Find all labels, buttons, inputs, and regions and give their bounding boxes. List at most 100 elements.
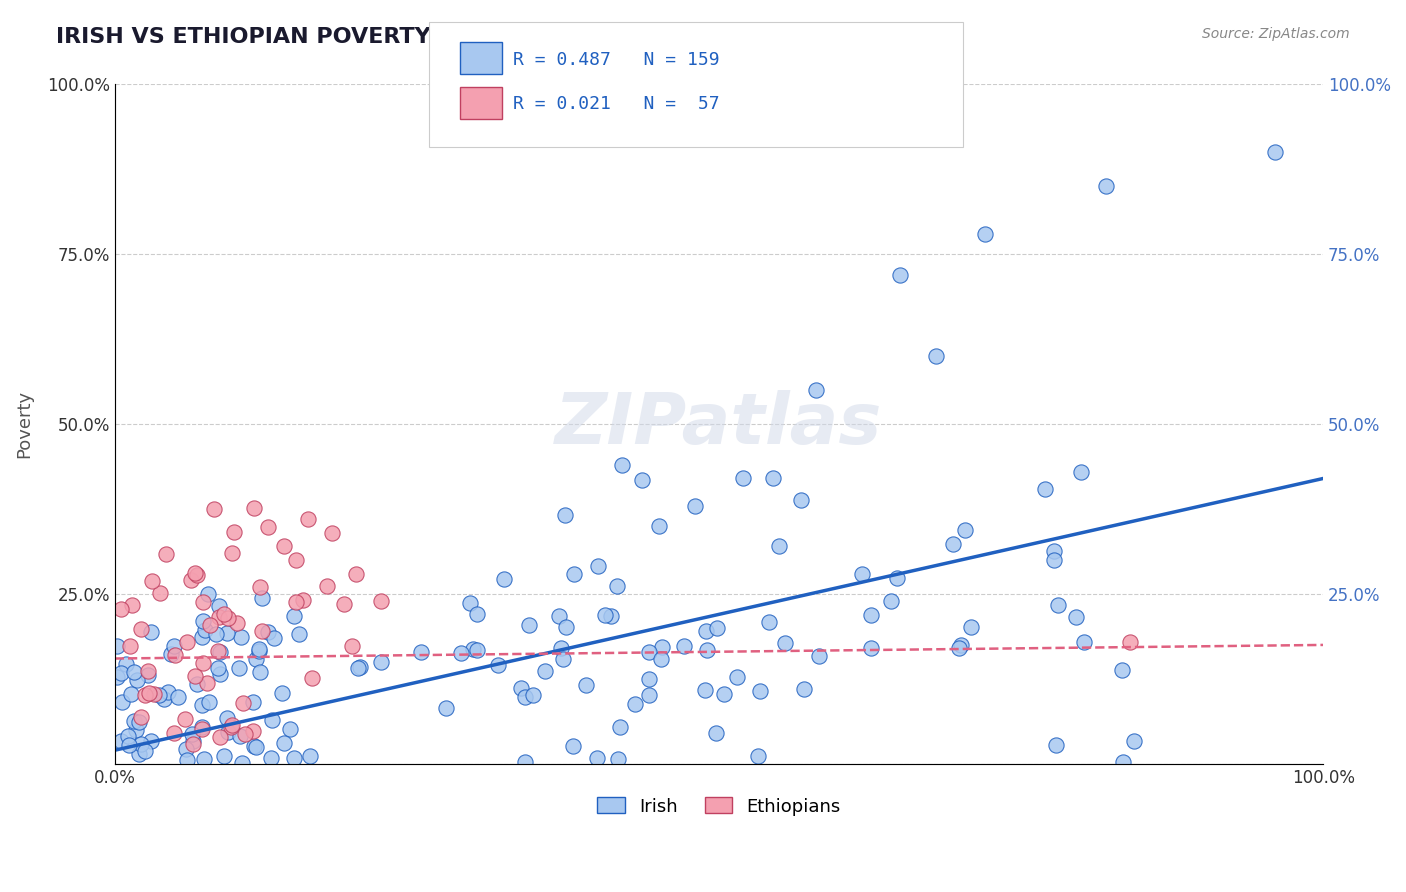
Point [129,737,152,751]
Point [242,695,264,709]
Point [534,665,557,679]
Point [155,548,177,562]
Point [186,567,208,582]
Point [647,519,669,533]
Point [609,720,631,734]
Point [637,645,659,659]
Point [315,579,337,593]
Point [278,722,301,736]
Point [176,753,198,767]
Point [851,567,873,582]
Point [127,673,149,687]
Point [243,500,266,515]
Point [515,755,537,769]
Point [630,474,652,488]
Point [889,268,911,282]
Point [683,499,706,513]
Point [245,651,267,665]
Point [434,701,457,715]
Point [270,686,292,700]
Point [250,624,273,638]
Point [461,641,484,656]
Point [465,643,488,657]
Point [128,714,150,729]
Point [273,540,295,554]
Point [229,630,252,644]
Point [607,752,630,766]
Point [249,665,271,680]
Point [283,751,305,765]
Point [191,698,214,713]
Point [706,621,728,635]
Point [562,566,585,581]
Point [370,655,392,669]
Point [370,594,392,608]
Point [949,638,972,652]
Point [193,615,215,629]
Point [138,686,160,700]
Text: R = 0.487   N = 159: R = 0.487 N = 159 [513,51,720,69]
Point [638,688,661,702]
Point [486,657,509,672]
Point [517,618,540,632]
Point [120,639,142,653]
Point [347,660,370,674]
Point [207,609,229,624]
Point [195,676,218,690]
Text: IRISH VS ETHIOPIAN POVERTY CORRELATION CHART: IRISH VS ETHIOPIAN POVERTY CORRELATION C… [56,27,704,46]
Point [288,627,311,641]
Point [136,664,159,678]
Point [650,652,672,666]
Point [139,734,162,748]
Point [193,595,215,609]
Point [346,566,368,581]
Point [522,688,544,702]
Point [585,751,607,765]
Point [143,686,166,700]
Point [749,684,772,698]
Point [624,697,647,711]
Point [553,652,575,666]
Point [163,726,186,740]
Point [925,349,948,363]
Point [138,667,160,681]
Point [110,733,132,747]
Point [208,599,231,613]
Point [696,642,718,657]
Point [600,609,623,624]
Text: Source: ZipAtlas.com: Source: ZipAtlas.com [1202,27,1350,41]
Point [285,553,308,567]
Point [163,639,186,653]
Point [1122,734,1144,748]
Point [160,648,183,662]
Point [321,525,343,540]
Point [245,740,267,755]
Point [704,726,727,740]
Point [458,596,481,610]
Point [197,695,219,709]
Point [163,648,186,662]
Point [212,607,235,622]
Point [231,756,253,771]
Point [953,523,976,537]
Point [586,558,609,573]
Point [193,657,215,671]
Point [111,695,134,709]
Point [148,688,170,702]
Point [747,749,769,764]
Point [758,615,780,629]
Point [273,736,295,750]
Point [117,729,139,743]
Point [733,471,755,485]
Point [176,634,198,648]
Point [125,723,148,737]
Point [221,546,243,560]
Point [651,640,673,654]
Point [197,587,219,601]
Point [247,642,270,657]
Point [129,710,152,724]
Point [149,586,172,600]
Point [1070,465,1092,479]
Point [129,622,152,636]
Point [217,611,239,625]
